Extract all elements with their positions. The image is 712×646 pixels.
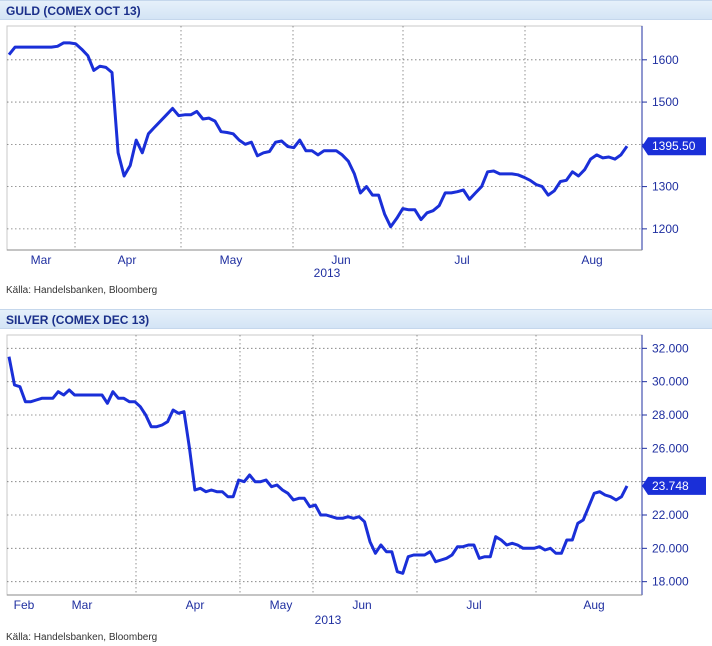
y-tick-label: 22.000 (652, 508, 689, 522)
price-series-line (7, 41, 629, 229)
x-tick-label: Jun (331, 253, 350, 267)
x-tick-label: Aug (581, 253, 602, 267)
x-year-label: 2013 (315, 613, 342, 627)
silver-chart: 18.000 20.000 22.000 26.000 28.000 30.000 32.0… (6, 334, 706, 627)
x-tick-label: Jul (454, 253, 469, 267)
y-tick-label: 30.000 (652, 375, 689, 389)
y-tick-label: 1300 (652, 180, 679, 194)
y-tick-label: 28.000 (652, 408, 689, 422)
x-tick-label: May (270, 598, 293, 612)
silver-chart-title: SILVER (COMEX DEC 13) (6, 313, 150, 327)
last-value-label: 1395.50 (652, 139, 696, 153)
x-tick-label: Jun (352, 598, 371, 612)
x-tick-label: Jul (466, 598, 481, 612)
x-tick-label: May (220, 253, 243, 267)
y-tick-label: 26.000 (652, 441, 689, 455)
y-tick-label: 32.000 (652, 341, 689, 355)
plot-frame (6, 334, 643, 596)
last-value-label: 23.748 (652, 479, 689, 493)
silver-source-note: Källa: Handelsbanken, Bloomberg (6, 632, 158, 643)
silver-panel-header: SILVER (COMEX DEC 13) (0, 309, 712, 329)
y-tick-label: 18.000 (652, 575, 689, 589)
last-value-badge (642, 137, 706, 156)
gold-chart-title: GULD (COMEX OCT 13) (6, 4, 141, 18)
y-tick-label: 1200 (652, 222, 679, 236)
y-tick-label: 1500 (652, 95, 679, 109)
gold-panel-header: GULD (COMEX OCT 13) (0, 0, 712, 20)
x-tick-label: Apr (186, 598, 205, 612)
x-tick-label: Aug (583, 598, 604, 612)
gold-source-note: Källa: Handelsbanken, Bloomberg (6, 285, 158, 296)
x-tick-label: Mar (31, 253, 52, 267)
x-year-label: 2013 (314, 266, 341, 280)
y-tick-label: 20.000 (652, 541, 689, 555)
last-value-badge (642, 476, 706, 495)
x-tick-label: Feb (14, 598, 35, 612)
x-tick-label: Apr (118, 253, 137, 267)
gold-chart: 1200 1300 1500 1600 Mar Apr May Jun Jul Aug 2013 13… (6, 25, 706, 280)
x-tick-label: Mar (72, 598, 93, 612)
price-series-line (7, 356, 629, 575)
y-tick-label: 1600 (652, 53, 679, 67)
